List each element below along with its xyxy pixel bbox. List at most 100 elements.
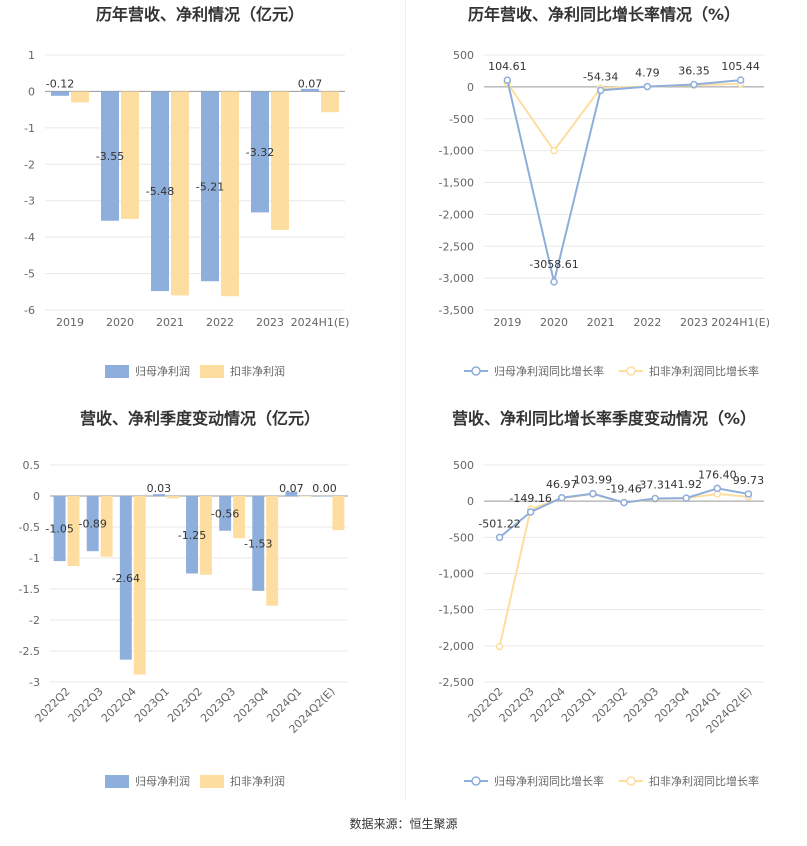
- bar-deducted-profit: [266, 496, 279, 606]
- y-tick-label: 0.5: [23, 459, 41, 472]
- x-tick-label: 2021: [156, 316, 184, 329]
- data-label: -0.56: [211, 507, 239, 520]
- bar-net-profit: [53, 496, 66, 562]
- data-label: 0.03: [147, 482, 172, 495]
- legend-label: 扣非净利润: [230, 774, 285, 788]
- y-tick-label: -2.5: [19, 645, 40, 658]
- legend-marker: [471, 366, 481, 376]
- bar-net-profit: [252, 496, 265, 591]
- data-label: -5.21: [196, 180, 224, 193]
- point-net-profit-growth: [550, 278, 558, 286]
- legend-marker: [626, 366, 636, 376]
- y-tick-label: -4: [24, 231, 35, 244]
- bar-deducted-profit: [200, 496, 212, 575]
- bar-deducted-profit: [166, 496, 179, 499]
- bar-net-profit: [318, 496, 331, 497]
- legend-label: 归母净利润: [135, 364, 190, 378]
- point-net-profit-growth: [744, 490, 753, 498]
- y-tick-label: -2,000: [439, 640, 474, 653]
- y-tick-label: -1,000: [439, 568, 474, 581]
- chart-annual-growth-svg: 历年营收、净利同比增长率情况（%） 500 0 -500 -1,000 -1,500 -2,…: [439, 5, 771, 378]
- data-label: 37.31: [639, 478, 671, 491]
- legend-label: 扣非净利润同比增长率: [649, 364, 759, 378]
- data-label: 0.07: [279, 482, 304, 495]
- bar-deducted-profit: [121, 91, 139, 219]
- point-net-profit-growth: [651, 494, 659, 503]
- y-tick-label: -6: [24, 304, 35, 317]
- chart-quarterly-growth: 营收、净利同比增长率季度变动情况（%） 500 0 -500 -1,000 -1,500 -…: [404, 400, 807, 800]
- y-tick-label: -2,500: [439, 676, 474, 689]
- data-label: -0.12: [46, 77, 74, 90]
- legend-swatch: [200, 775, 224, 788]
- data-label: 176.40: [698, 468, 737, 481]
- legend-label: 扣非净利润同比增长率: [649, 774, 759, 788]
- legend-swatch: [105, 365, 129, 378]
- chart-title: 历年营收、净利情况（亿元）: [96, 5, 304, 24]
- point-net-profit-growth: [589, 489, 597, 498]
- data-label: 104.61: [488, 60, 527, 73]
- legend-marker: [626, 776, 636, 786]
- point-net-profit-growth: [558, 494, 566, 502]
- line-deducted-growth: [498, 492, 749, 647]
- bar-net-profit: [151, 91, 169, 292]
- y-tick-label: -500: [449, 113, 474, 126]
- x-tick-label: 2022Q3: [66, 685, 106, 725]
- point-net-profit-growth: [682, 494, 690, 502]
- data-label: -54.34: [583, 70, 618, 83]
- y-tick-label: 0: [33, 490, 40, 503]
- panel-divider: [405, 0, 406, 800]
- chart-title: 营收、净利季度变动情况（亿元）: [80, 409, 320, 428]
- y-tick-label: 500: [453, 459, 474, 472]
- bar-net-profit: [186, 496, 198, 574]
- point-net-profit-growth: [736, 76, 745, 84]
- bar-net-profit: [152, 494, 165, 496]
- point-net-profit-growth: [503, 76, 512, 84]
- bar-deducted-profit: [271, 91, 289, 230]
- data-label: 99.73: [733, 474, 765, 487]
- line-net-profit-growth: [506, 79, 741, 283]
- x-tick-label: 2022Q4: [99, 685, 139, 725]
- x-tick-label: 2020: [540, 316, 568, 329]
- y-tick-label: 0: [28, 85, 35, 98]
- x-tick-label: 2023Q2: [165, 685, 205, 725]
- y-tick-label: -3,500: [439, 304, 474, 317]
- x-tick-label: 2020: [106, 316, 134, 329]
- point-net-profit-growth: [690, 80, 698, 89]
- data-label: 41.92: [670, 478, 702, 491]
- data-label: 0.07: [298, 77, 323, 90]
- y-tick-label: -1,000: [439, 145, 474, 158]
- data-label: -149.16: [509, 492, 551, 505]
- data-label: -501.22: [478, 517, 520, 530]
- x-tick-label: 2022Q2: [33, 685, 73, 725]
- bar-deducted-profit: [171, 91, 189, 296]
- bar-deducted-profit: [221, 91, 239, 297]
- y-tick-label: -1: [29, 552, 40, 565]
- data-label: -1.25: [178, 529, 206, 542]
- x-tick-label: 2022: [206, 316, 234, 329]
- y-tick-label: 0: [467, 81, 474, 94]
- y-tick-label: 1: [28, 49, 35, 62]
- y-tick-label: -5: [24, 268, 35, 281]
- bar-net-profit: [201, 91, 219, 282]
- data-label: -0.89: [78, 518, 106, 531]
- legend-label: 归母净利润同比增长率: [494, 774, 604, 788]
- data-label: -1.53: [244, 537, 272, 550]
- y-tick-label: -2,000: [439, 208, 474, 221]
- chart-quarterly-growth-svg: 营收、净利同比增长率季度变动情况（%） 500 0 -500 -1,000 -1,500 -…: [439, 409, 765, 788]
- bar-net-profit: [51, 91, 69, 96]
- y-tick-label: -0.5: [19, 521, 40, 534]
- x-tick-label: 2023: [680, 316, 708, 329]
- point-deducted-growth: [550, 146, 558, 155]
- data-label: -5.48: [146, 185, 174, 198]
- legend-label: 扣非净利润: [230, 364, 285, 378]
- y-tick-label: -1,500: [439, 604, 474, 617]
- bar-net-profit: [285, 491, 298, 496]
- legend-label: 归母净利润同比增长率: [494, 364, 604, 378]
- bar-deducted-profit: [233, 496, 246, 539]
- bar-net-profit: [101, 91, 119, 221]
- data-label: 105.44: [721, 60, 760, 73]
- bar-deducted-profit: [332, 496, 345, 531]
- data-label: 36.35: [678, 65, 710, 78]
- y-tick-label: 500: [453, 49, 474, 62]
- bar-deducted-profit: [133, 496, 146, 675]
